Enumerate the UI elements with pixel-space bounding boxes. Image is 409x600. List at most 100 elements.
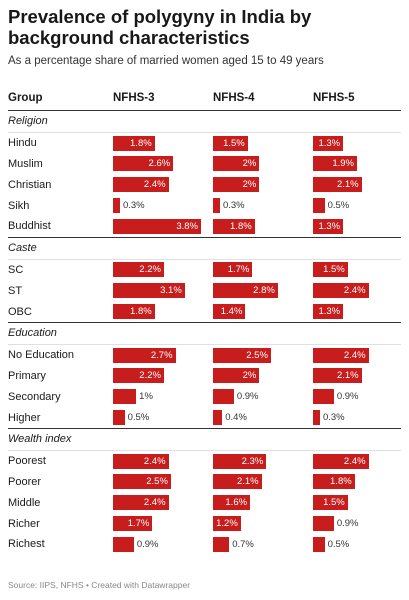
group-label: Wealth index bbox=[8, 427, 401, 451]
data-label: 0.7% bbox=[232, 538, 254, 550]
bar-cell: 2.2% bbox=[113, 366, 213, 387]
row-label: Christian bbox=[8, 178, 52, 191]
bar-cell: 0.4% bbox=[213, 407, 313, 428]
column-header[interactable]: NFHS-4 bbox=[213, 86, 313, 111]
group-header-row: Education bbox=[8, 321, 401, 345]
bar bbox=[213, 283, 278, 299]
bar bbox=[213, 389, 234, 405]
row-label: OBC bbox=[8, 305, 32, 318]
data-label: 0.5% bbox=[327, 538, 350, 550]
bar-cell: 0.9% bbox=[213, 386, 313, 407]
bar bbox=[313, 368, 362, 384]
data-label: 3.1% bbox=[160, 285, 182, 297]
bar bbox=[113, 198, 120, 214]
row-label: Sikh bbox=[8, 199, 30, 212]
table-row: No Education 2.7% 2.5% 2.4% bbox=[8, 344, 401, 365]
bar-cell: 2.3% bbox=[213, 450, 313, 471]
data-label: 2.7% bbox=[150, 349, 173, 361]
table-row: Christian 2.4% 2% 2.1% bbox=[8, 174, 401, 195]
bar bbox=[213, 177, 260, 193]
bar bbox=[313, 218, 344, 234]
bar bbox=[213, 347, 271, 363]
header-row: Group NFHS-3 NFHS-4 NFHS-5 bbox=[8, 86, 401, 111]
row-label: Muslim bbox=[8, 157, 43, 170]
bar bbox=[313, 283, 369, 299]
bar bbox=[113, 135, 155, 151]
bar-cell: 2.4% bbox=[313, 344, 401, 365]
data-table: Group NFHS-3 NFHS-4 NFHS-5 Religion Hindu… bbox=[8, 86, 401, 555]
bar-cell: 3.8% bbox=[113, 216, 213, 237]
table-row: Middle 2.4% 1.6% 1.5% bbox=[8, 492, 401, 513]
data-label: 0.5% bbox=[327, 200, 350, 212]
bar bbox=[113, 218, 201, 234]
table-row: Higher 0.5% 0.4% 0.3% bbox=[8, 407, 401, 428]
column-header[interactable]: NFHS-5 bbox=[313, 86, 401, 111]
data-label: 1.5% bbox=[323, 497, 345, 509]
data-label: 1.9% bbox=[332, 158, 354, 170]
bar bbox=[113, 262, 164, 278]
bar bbox=[113, 453, 169, 469]
data-label: 2.8% bbox=[253, 285, 275, 297]
bar-cell: 0.9% bbox=[313, 386, 401, 407]
data-label: 2.4% bbox=[143, 455, 166, 467]
row-label: Secondary bbox=[8, 390, 61, 403]
data-label: 0.9% bbox=[236, 391, 259, 403]
table-row: Poorest 2.4% 2.3% 2.4% bbox=[8, 450, 401, 471]
bar-cell: 3.1% bbox=[113, 280, 213, 301]
data-label: 2% bbox=[242, 179, 257, 191]
chart-subtitle: As a percentage share of married women a… bbox=[8, 55, 324, 67]
data-label: 1.3% bbox=[318, 137, 341, 149]
bar bbox=[313, 536, 325, 552]
bar-cell: 1.7% bbox=[213, 259, 313, 280]
column-header[interactable]: NFHS-3 bbox=[113, 86, 213, 111]
data-label: 2.6% bbox=[148, 158, 171, 170]
data-label: 0.3% bbox=[122, 200, 145, 212]
bar bbox=[213, 198, 220, 214]
column-header[interactable]: Group bbox=[8, 86, 113, 111]
footer-source: Source: IIPS, NFHS • Created with Datawr… bbox=[8, 580, 191, 590]
data-label: 1.5% bbox=[323, 264, 345, 276]
bar-cell: 0.5% bbox=[313, 195, 401, 216]
bar bbox=[213, 156, 260, 172]
data-label: 0.9% bbox=[336, 518, 359, 530]
bar-cell: 2.1% bbox=[213, 472, 313, 493]
row-label: Poorer bbox=[8, 475, 42, 488]
data-label: 2.1% bbox=[336, 370, 359, 382]
table-row: OBC 1.8% 1.4% 1.3% bbox=[8, 301, 401, 322]
data-label: 2.3% bbox=[241, 455, 264, 467]
data-label: 0.3% bbox=[222, 200, 245, 212]
table-row: Primary 2.2% 2% 2.1% bbox=[8, 366, 401, 387]
bar-cell: 2.4% bbox=[313, 450, 401, 471]
bar-cell: 1% bbox=[113, 386, 213, 407]
row-label: Richest bbox=[8, 538, 45, 551]
bar bbox=[313, 262, 348, 278]
bar-cell: 2.5% bbox=[213, 344, 313, 365]
table-body: Religion Hindu 1.8% 1.5% 1.3% Muslim 2.6% 2% 1.9… bbox=[8, 110, 401, 555]
data-label: 0.4% bbox=[225, 412, 247, 424]
chart-title: Prevalence of polygyny in India by backg… bbox=[8, 6, 312, 48]
bar bbox=[313, 410, 320, 426]
bar-cell: 0.3% bbox=[113, 195, 213, 216]
bar-cell: 2.7% bbox=[113, 344, 213, 365]
data-label: 1.3% bbox=[318, 306, 341, 318]
bar-cell: 0.5% bbox=[113, 407, 213, 428]
bar bbox=[213, 474, 262, 490]
bar-cell: 1.6% bbox=[213, 492, 313, 513]
bar-cell: 2.8% bbox=[213, 280, 313, 301]
bar-cell: 0.3% bbox=[213, 195, 313, 216]
data-label: 2% bbox=[242, 370, 257, 382]
group-header-row: Wealth index bbox=[8, 427, 401, 451]
bar-cell: 2.4% bbox=[113, 450, 213, 471]
group-label: Caste bbox=[8, 236, 401, 260]
bar-cell: 1.4% bbox=[213, 301, 313, 322]
bar bbox=[313, 453, 369, 469]
bar-cell: 1.9% bbox=[313, 154, 401, 175]
bar bbox=[213, 368, 260, 384]
bar bbox=[313, 135, 344, 151]
data-label: 1% bbox=[139, 391, 153, 403]
data-label: 1.4% bbox=[220, 306, 243, 318]
data-label: 1.7% bbox=[227, 264, 250, 276]
data-label: 0.9% bbox=[336, 391, 359, 403]
bar-cell: 2% bbox=[213, 174, 313, 195]
